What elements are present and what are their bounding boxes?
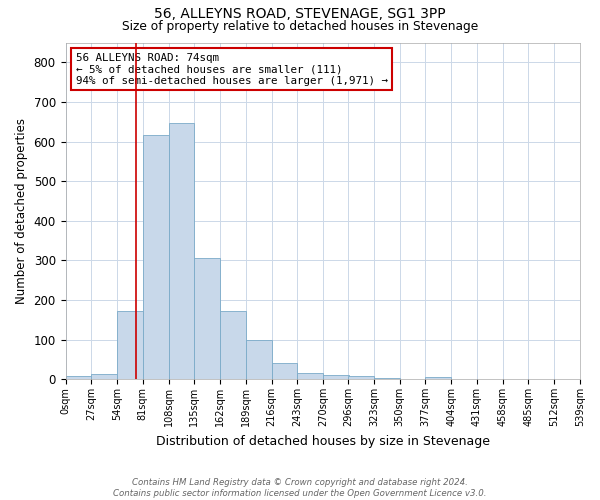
Bar — [117, 311, 143, 379]
Bar — [246, 340, 272, 379]
Bar — [220, 310, 246, 379]
X-axis label: Distribution of detached houses by size in Stevenage: Distribution of detached houses by size … — [156, 434, 490, 448]
Y-axis label: Number of detached properties: Number of detached properties — [15, 118, 28, 304]
Bar — [298, 373, 323, 379]
Bar — [323, 375, 349, 379]
Bar — [143, 135, 169, 379]
Bar — [348, 376, 374, 379]
Text: Size of property relative to detached houses in Stevenage: Size of property relative to detached ho… — [122, 20, 478, 33]
Bar — [374, 378, 400, 379]
Bar — [65, 376, 91, 379]
Bar — [272, 363, 298, 379]
Bar — [169, 122, 194, 379]
Text: Contains HM Land Registry data © Crown copyright and database right 2024.
Contai: Contains HM Land Registry data © Crown c… — [113, 478, 487, 498]
Bar — [194, 258, 220, 379]
Text: 56 ALLEYNS ROAD: 74sqm
← 5% of detached houses are smaller (111)
94% of semi-det: 56 ALLEYNS ROAD: 74sqm ← 5% of detached … — [76, 52, 388, 86]
Bar — [425, 377, 451, 379]
Bar — [91, 374, 117, 379]
Text: 56, ALLEYNS ROAD, STEVENAGE, SG1 3PP: 56, ALLEYNS ROAD, STEVENAGE, SG1 3PP — [154, 8, 446, 22]
